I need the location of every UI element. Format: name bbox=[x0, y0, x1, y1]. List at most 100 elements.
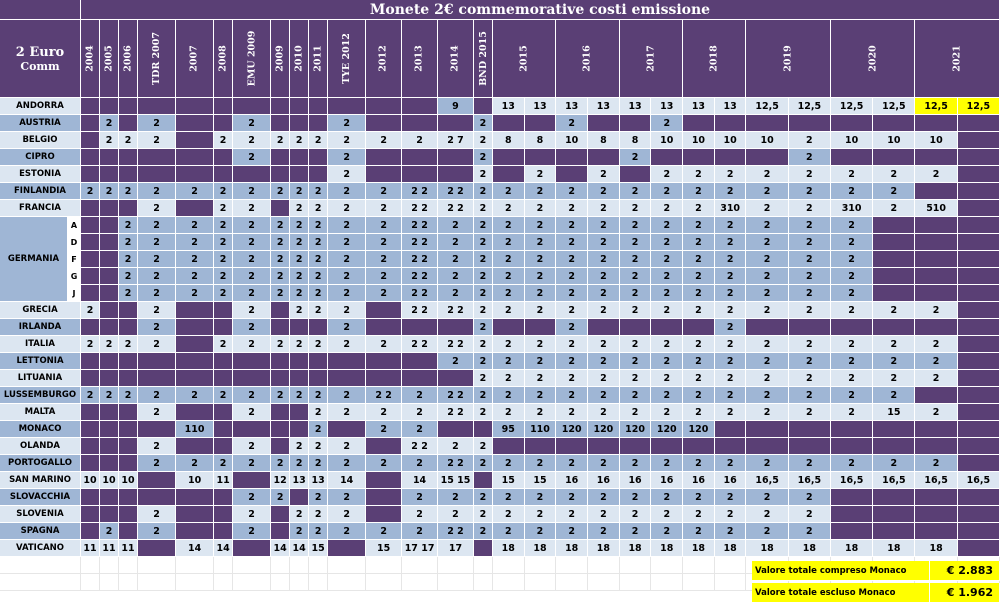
table-cell: 15 bbox=[366, 540, 403, 557]
table-cell: 2 bbox=[100, 132, 119, 149]
table-cell: 2 bbox=[290, 523, 310, 540]
table-cell: 2 bbox=[651, 353, 684, 370]
column-header[interactable]: 2012 bbox=[366, 20, 403, 98]
column-header[interactable]: 2007 bbox=[176, 20, 215, 98]
table-cell: 2 bbox=[746, 336, 789, 353]
column-header[interactable]: 2013 bbox=[402, 20, 439, 98]
table-cell: 2 bbox=[119, 217, 139, 234]
table-cell bbox=[328, 98, 367, 115]
table-cell: 2 2 bbox=[402, 285, 439, 302]
table-cell: 18 bbox=[788, 540, 831, 557]
table-cell bbox=[957, 234, 1000, 251]
table-cell: 2 bbox=[683, 183, 715, 200]
table-cell bbox=[683, 149, 715, 166]
table-cell bbox=[957, 540, 1000, 557]
table-cell: 2 bbox=[492, 251, 525, 268]
table-cell: 16 bbox=[619, 472, 652, 489]
table-cell bbox=[119, 523, 139, 540]
table-cell: 13 bbox=[492, 98, 525, 115]
table-cell: 18 bbox=[683, 540, 715, 557]
table-cell: 2 bbox=[233, 115, 272, 132]
column-header[interactable]: TDR 2007 bbox=[138, 20, 177, 98]
table-cell: 2 bbox=[788, 183, 831, 200]
country-label: MALTA bbox=[0, 404, 81, 421]
column-header[interactable]: 2021 bbox=[915, 20, 1000, 98]
table-cell: 18 bbox=[915, 540, 958, 557]
table-cell bbox=[588, 115, 620, 132]
table-cell: 11 bbox=[100, 540, 119, 557]
table-cell: 2 bbox=[492, 387, 525, 404]
column-header[interactable]: 2009 bbox=[271, 20, 291, 98]
column-header[interactable]: 2015 bbox=[492, 20, 557, 98]
table-cell: 2 bbox=[138, 200, 177, 217]
column-header[interactable]: 2016 bbox=[556, 20, 620, 98]
column-header[interactable]: 2019 bbox=[746, 20, 831, 98]
table-cell: 2 bbox=[290, 234, 310, 251]
column-header[interactable]: 2004 bbox=[81, 20, 100, 98]
table-cell: 2 bbox=[233, 251, 272, 268]
table-cell: 2 bbox=[473, 200, 493, 217]
table-cell: 2 bbox=[309, 251, 329, 268]
column-header[interactable]: 2006 bbox=[119, 20, 139, 98]
table-cell bbox=[957, 285, 1000, 302]
table-cell bbox=[683, 438, 715, 455]
column-header[interactable]: 2010 bbox=[290, 20, 310, 98]
column-header[interactable]: 2008 bbox=[214, 20, 234, 98]
table-cell: 2 bbox=[746, 251, 789, 268]
table-cell: 2 bbox=[473, 489, 493, 506]
empty-cell bbox=[176, 574, 215, 591]
column-header[interactable]: 2011 bbox=[309, 20, 329, 98]
corner-label: 2 Euro Comm bbox=[0, 20, 81, 98]
table-cell: 2 bbox=[473, 387, 493, 404]
empty-cell bbox=[271, 557, 291, 574]
table-cell bbox=[119, 489, 139, 506]
mint-mark: J bbox=[68, 285, 81, 302]
table-cell bbox=[873, 523, 916, 540]
table-cell: 2 bbox=[492, 217, 525, 234]
table-cell: 2 bbox=[366, 421, 403, 438]
table-cell: 2 bbox=[309, 285, 329, 302]
table-cell: 2 bbox=[588, 166, 620, 183]
empty-cell bbox=[119, 557, 139, 574]
table-cell: 2 bbox=[714, 251, 747, 268]
table-cell bbox=[271, 506, 291, 523]
table-cell: 2 bbox=[788, 353, 831, 370]
column-header[interactable]: 2018 bbox=[683, 20, 747, 98]
table-cell: 2 bbox=[290, 285, 310, 302]
table-cell: 2 bbox=[588, 285, 620, 302]
column-header[interactable]: EMU 2009 bbox=[233, 20, 272, 98]
table-cell bbox=[100, 268, 119, 285]
table-cell: 2 bbox=[683, 404, 715, 421]
table-cell bbox=[271, 404, 291, 421]
column-header[interactable]: 2014 bbox=[438, 20, 474, 98]
table-cell: 2 bbox=[619, 387, 652, 404]
table-cell: 2 bbox=[788, 234, 831, 251]
table-cell: 2 bbox=[524, 166, 557, 183]
sheet-title: Monete 2€ commemorative costi emissione bbox=[81, 0, 1000, 20]
table-cell: 2 bbox=[492, 200, 525, 217]
table-cell bbox=[366, 489, 403, 506]
table-cell: 2 bbox=[328, 319, 367, 336]
table-cell bbox=[366, 353, 403, 370]
table-cell bbox=[957, 353, 1000, 370]
table-cell: 2 bbox=[873, 336, 916, 353]
table-cell bbox=[328, 421, 367, 438]
column-header[interactable]: TYE 2012 bbox=[328, 20, 367, 98]
column-header[interactable]: 2005 bbox=[100, 20, 119, 98]
column-header[interactable]: 2017 bbox=[619, 20, 684, 98]
table-cell: 2 bbox=[366, 200, 403, 217]
table-cell: 2 bbox=[214, 268, 234, 285]
table-cell: 18 bbox=[651, 540, 684, 557]
table-cell: 16,5 bbox=[788, 472, 831, 489]
table-cell: 2 bbox=[915, 455, 958, 472]
table-cell: 2 bbox=[556, 336, 589, 353]
column-header[interactable]: 2020 bbox=[830, 20, 916, 98]
table-cell bbox=[214, 353, 234, 370]
table-cell: 2 bbox=[714, 183, 747, 200]
table-cell: 2 bbox=[309, 506, 329, 523]
table-cell bbox=[81, 115, 100, 132]
column-header[interactable]: BND 2015 bbox=[473, 20, 493, 98]
table-cell bbox=[957, 183, 1000, 200]
table-cell bbox=[100, 149, 119, 166]
table-cell: 110 bbox=[524, 421, 557, 438]
